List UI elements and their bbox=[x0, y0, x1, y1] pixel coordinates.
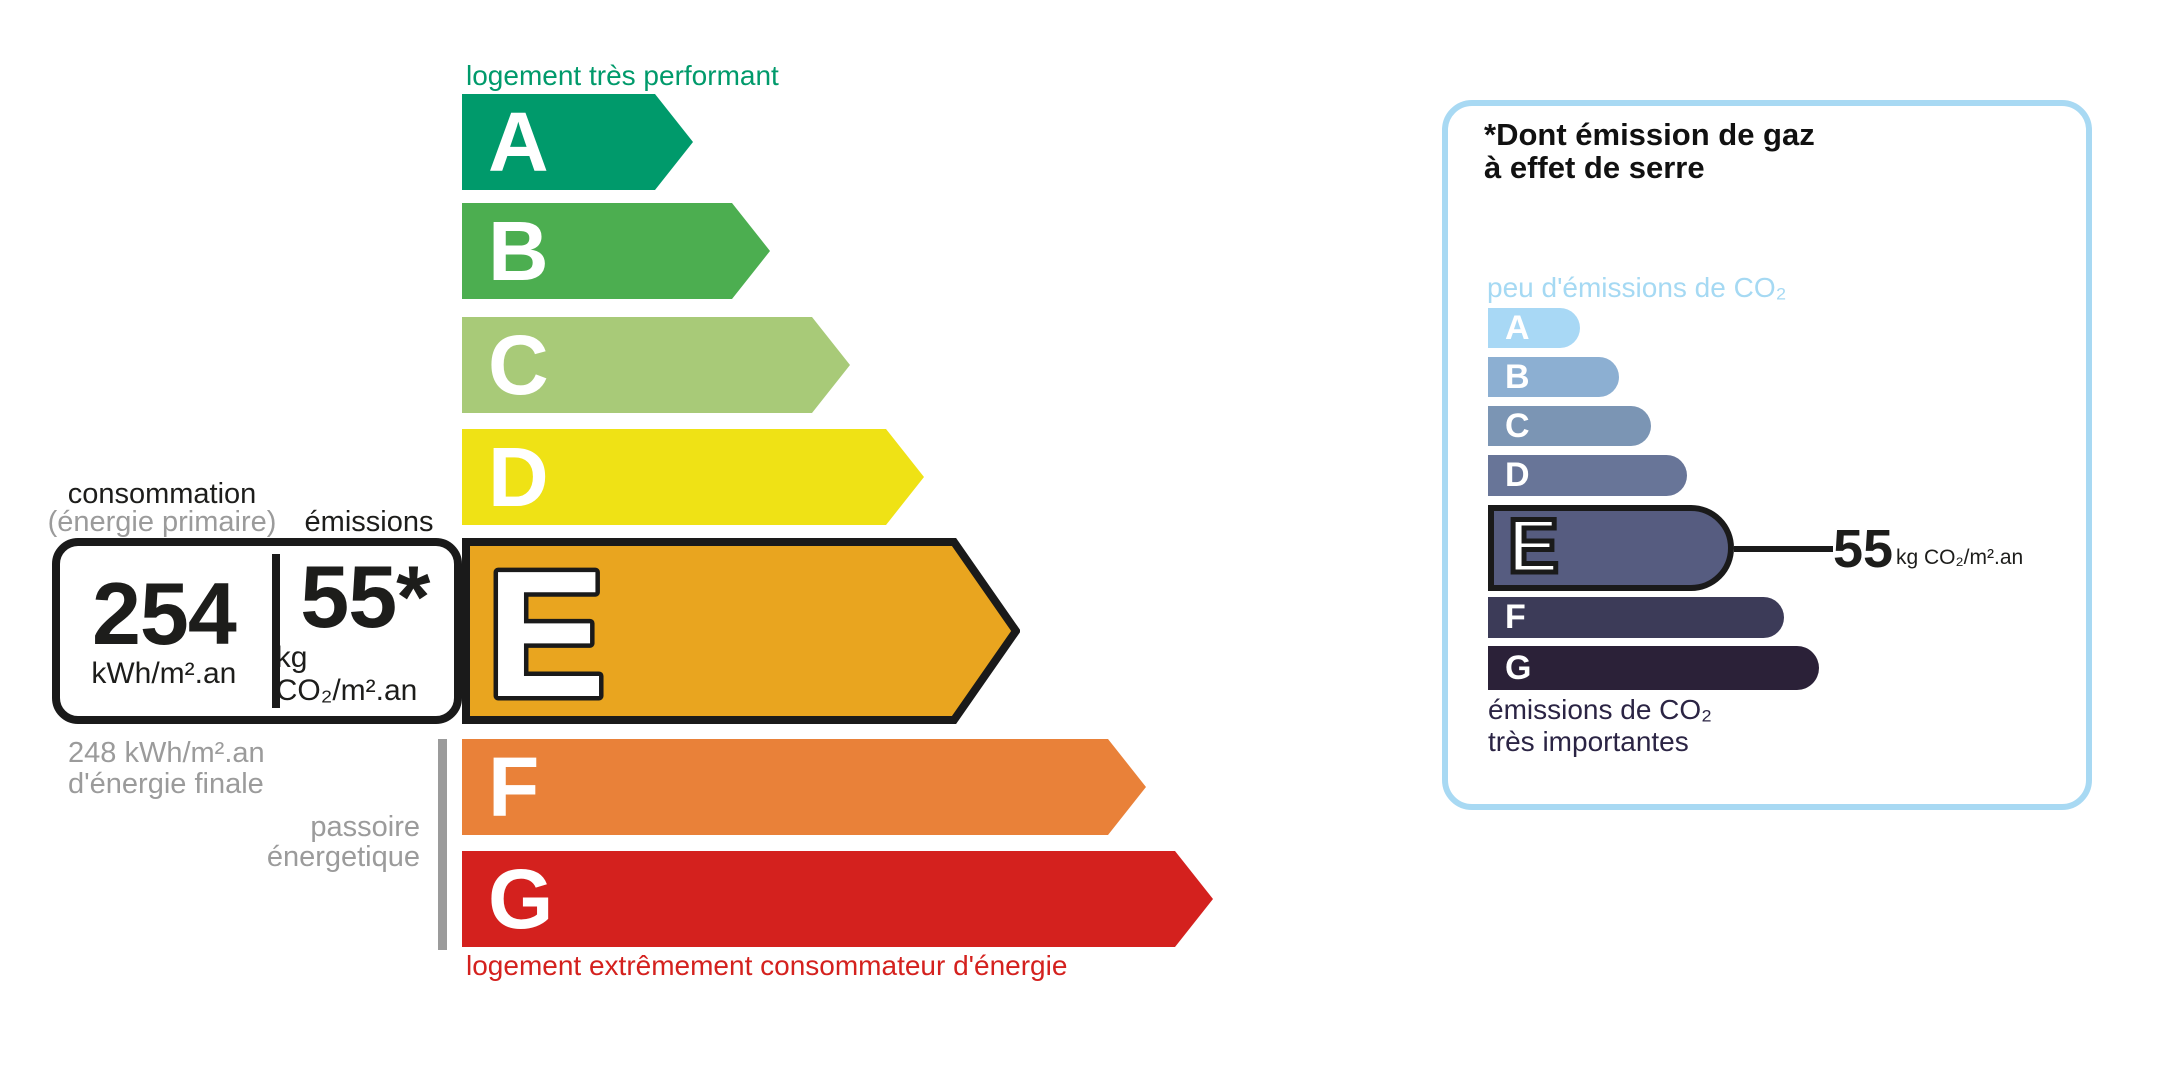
co2-class-f-letter: F bbox=[1505, 598, 1526, 636]
energy-class-a-arrow: A bbox=[462, 94, 693, 190]
passoire-line1: passoire bbox=[310, 811, 420, 843]
energy-class-e-letter: E bbox=[486, 538, 606, 724]
co2-class-a-letter: A bbox=[1505, 309, 1530, 347]
co2-class-b-letter: B bbox=[1505, 358, 1530, 396]
energy-class-d-arrow: D bbox=[462, 429, 924, 525]
consumption-value: 254 bbox=[91, 563, 237, 663]
co2-class-g-letter: G bbox=[1505, 649, 1532, 687]
energy-class-b-letter: B bbox=[488, 204, 549, 298]
co2-panel-title-line1: *Dont émission de gaz bbox=[1484, 117, 1815, 152]
consumption-subheader: (énergie primaire) bbox=[47, 506, 277, 538]
energy-class-c-letter: C bbox=[488, 318, 549, 412]
consumption-value-cell: 254 kWh/m².an bbox=[60, 546, 268, 716]
co2-class-b-bar: B bbox=[1488, 357, 1619, 397]
co2-class-c-bar: C bbox=[1488, 406, 1651, 446]
energy-class-d-letter: D bbox=[488, 430, 549, 524]
co2-value-unit: kg CO₂/m².an bbox=[1896, 546, 2024, 569]
co2-class-f-bar: F bbox=[1488, 597, 1784, 638]
co2-top-caption: peu d'émissions de CO₂ bbox=[1487, 272, 1787, 303]
co2-class-g-bar: G bbox=[1488, 646, 1819, 690]
emissions-value: 55* bbox=[300, 547, 430, 647]
co2-value-connector-line bbox=[1734, 546, 1833, 552]
emissions-header: émissions bbox=[304, 506, 434, 538]
co2-panel-title-line2: à effet de serre bbox=[1484, 150, 1705, 185]
co2-class-d-letter: D bbox=[1505, 456, 1530, 494]
co2-class-d-bar: D bbox=[1488, 455, 1687, 496]
consumption-header: consommation bbox=[67, 478, 257, 510]
co2-class-a-bar: A bbox=[1488, 308, 1580, 348]
final-energy-line2: d'énergie finale bbox=[68, 768, 264, 800]
emissions-unit: kg CO₂/m².an bbox=[275, 640, 418, 707]
energy-class-b-arrow: B bbox=[462, 203, 770, 299]
scale-top-caption: logement très performant bbox=[466, 60, 779, 91]
energy-class-e-arrow-shape bbox=[462, 538, 1020, 724]
co2-class-e-letter: E bbox=[1506, 504, 1562, 589]
co2-bottom-caption-line1: émissions de CO₂ bbox=[1488, 694, 1713, 725]
consumption-unit: kWh/m².an bbox=[91, 657, 237, 691]
energy-class-f-arrow: F bbox=[462, 739, 1146, 835]
energy-class-e-arrow: E bbox=[462, 538, 1020, 724]
passoire-line2: énergetique bbox=[266, 841, 420, 873]
values-divider bbox=[272, 554, 280, 708]
rating-values-box: 254 kWh/m².an 55* kg CO₂/m².an bbox=[52, 538, 462, 724]
energy-class-g-arrow: G bbox=[462, 851, 1213, 947]
scale-bottom-caption: logement extrêmement consommateur d'éner… bbox=[466, 950, 1068, 981]
co2-class-e-bar: E bbox=[1488, 505, 1734, 591]
final-energy-line1: 248 kWh/m².an bbox=[68, 737, 265, 769]
energy-class-c-arrow: C bbox=[462, 317, 850, 413]
passoire-bracket-bar bbox=[438, 739, 447, 950]
energy-class-g-letter: G bbox=[488, 852, 554, 946]
co2-class-c-letter: C bbox=[1505, 407, 1530, 445]
co2-bottom-caption-line2: très importantes bbox=[1488, 726, 1689, 757]
energy-class-a-letter: A bbox=[488, 95, 549, 189]
energy-class-f-letter: F bbox=[488, 740, 540, 834]
emissions-value-cell: 55* kg CO₂/m².an bbox=[276, 546, 454, 716]
co2-value: 55 bbox=[1833, 519, 1894, 579]
